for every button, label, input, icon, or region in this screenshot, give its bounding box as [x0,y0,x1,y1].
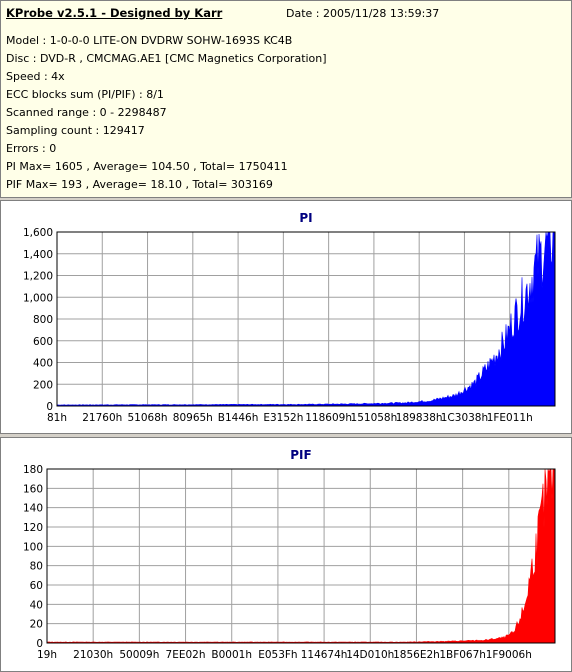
info-panel: KProbe v2.5.1 - Designed by Karr Date : … [0,0,572,198]
pi-stats-line: PI Max= 1605 , Average= 104.50 , Total= … [6,160,288,173]
scan-date: Date : 2005/11/28 13:59:37 [286,7,440,20]
pif-y-tick-label: 160 [23,483,43,495]
sampling-line: Sampling count : 129417 [6,124,145,137]
pif-y-tick-label: 0 [36,638,43,650]
pi-y-tick-label: 1,200 [23,271,53,283]
pif-y-tick-label: 20 [30,619,43,631]
pi-x-tick-label: 151058h [351,412,398,424]
pif-x-tick-label: 1856E2h [393,649,440,661]
pif-x-tick-label: 21030h [73,649,113,661]
pif-x-tick-label: B0001h [211,649,252,661]
pif-y-tick-label: 140 [23,503,43,515]
pif-y-tick-label: 100 [23,541,43,553]
ecc-line: ECC blocks sum (PI/PIF) : 8/1 [6,88,164,101]
speed-line: Speed : 4x [6,70,65,83]
pif-y-tick-label: 40 [30,599,43,611]
pi-x-tick-label: 118609h [305,412,352,424]
pif-x-tick-label: E053Fh [258,649,297,661]
pi-x-tick-label: 189838h [396,412,443,424]
pi-series-area [56,231,556,407]
pi-y-tick-label: 1,400 [23,249,53,261]
pif-stats-line: PIF Max= 193 , Average= 18.10 , Total= 3… [6,178,273,191]
pif-x-tick-label: 7EE02h [166,649,206,661]
pi-y-tick-label: 400 [33,358,53,370]
pi-plot-frame [56,231,556,407]
pi-y-tick-label: 800 [33,314,53,326]
errors-line: Errors : 0 [6,142,57,155]
pi-x-tick-label: 51068h [128,412,168,424]
pi-y-tick-label: 1,600 [23,227,53,239]
pi-x-tick-label: 81h [47,412,67,424]
pi-y-tick-label: 1,000 [23,292,53,304]
pi-x-tick-label: 1FE011h [487,412,533,424]
disc-line: Disc : DVD-R , CMCMAG.AE1 [CMC Magnetics… [6,52,327,65]
pif-x-tick-label: 114674h [301,649,348,661]
pi-x-tick-label: 21760h [82,412,122,424]
pif-series-area [46,468,556,644]
pi-y-tick-label: 600 [33,336,53,348]
pi-x-tick-label: B1446h [218,412,259,424]
pif-plot-frame [46,468,556,644]
pi-x-tick-label: 80965h [173,412,213,424]
pif-x-tick-label: 50009h [119,649,159,661]
pif-x-tick-label: 19h [37,649,57,661]
pif-y-tick-label: 180 [23,464,43,476]
pi-y-tick-label: 200 [33,379,53,391]
pif-plot-area [46,468,556,644]
pi-chart: PI 0 200 400 600 800 1,000 1,200 1,400 1,600 81h 21… [23,211,556,424]
pif-chart-title: PIF [290,448,311,462]
pif-y-tick-label: 80 [30,561,43,573]
pif-y-tick-label: 60 [30,580,43,592]
pif-y-tick-label: 120 [23,522,43,534]
pif-x-tick-label: 14D010h [346,649,394,661]
pi-y-tick-label: 0 [46,401,53,413]
range-line: Scanned range : 0 - 2298487 [6,106,167,119]
pi-chart-title: PI [299,211,312,225]
pif-x-tick-label: 1BF067h [439,649,486,661]
pi-x-tick-label: 1C3038h [441,412,488,424]
pif-x-tick-label: 1F9006h [486,649,532,661]
pif-chart: PIF 0 20 40 60 80 100 120 140 160 180 19h 21030h 5000… [23,448,556,661]
model-line: Model : 1-0-0-0 LITE-ON DVDRW SOHW-1693S… [6,34,293,47]
app-title: KProbe v2.5.1 - Designed by Karr [6,6,223,20]
pi-x-tick-label: E3152h [263,412,303,424]
pif-chart-panel: PIF 0 20 40 60 80 100 120 140 160 180 19h 21030h 5000… [0,437,572,672]
pi-chart-panel: PI 0 200 400 600 800 1,000 1,200 1,400 1,600 81h 21… [0,200,572,434]
